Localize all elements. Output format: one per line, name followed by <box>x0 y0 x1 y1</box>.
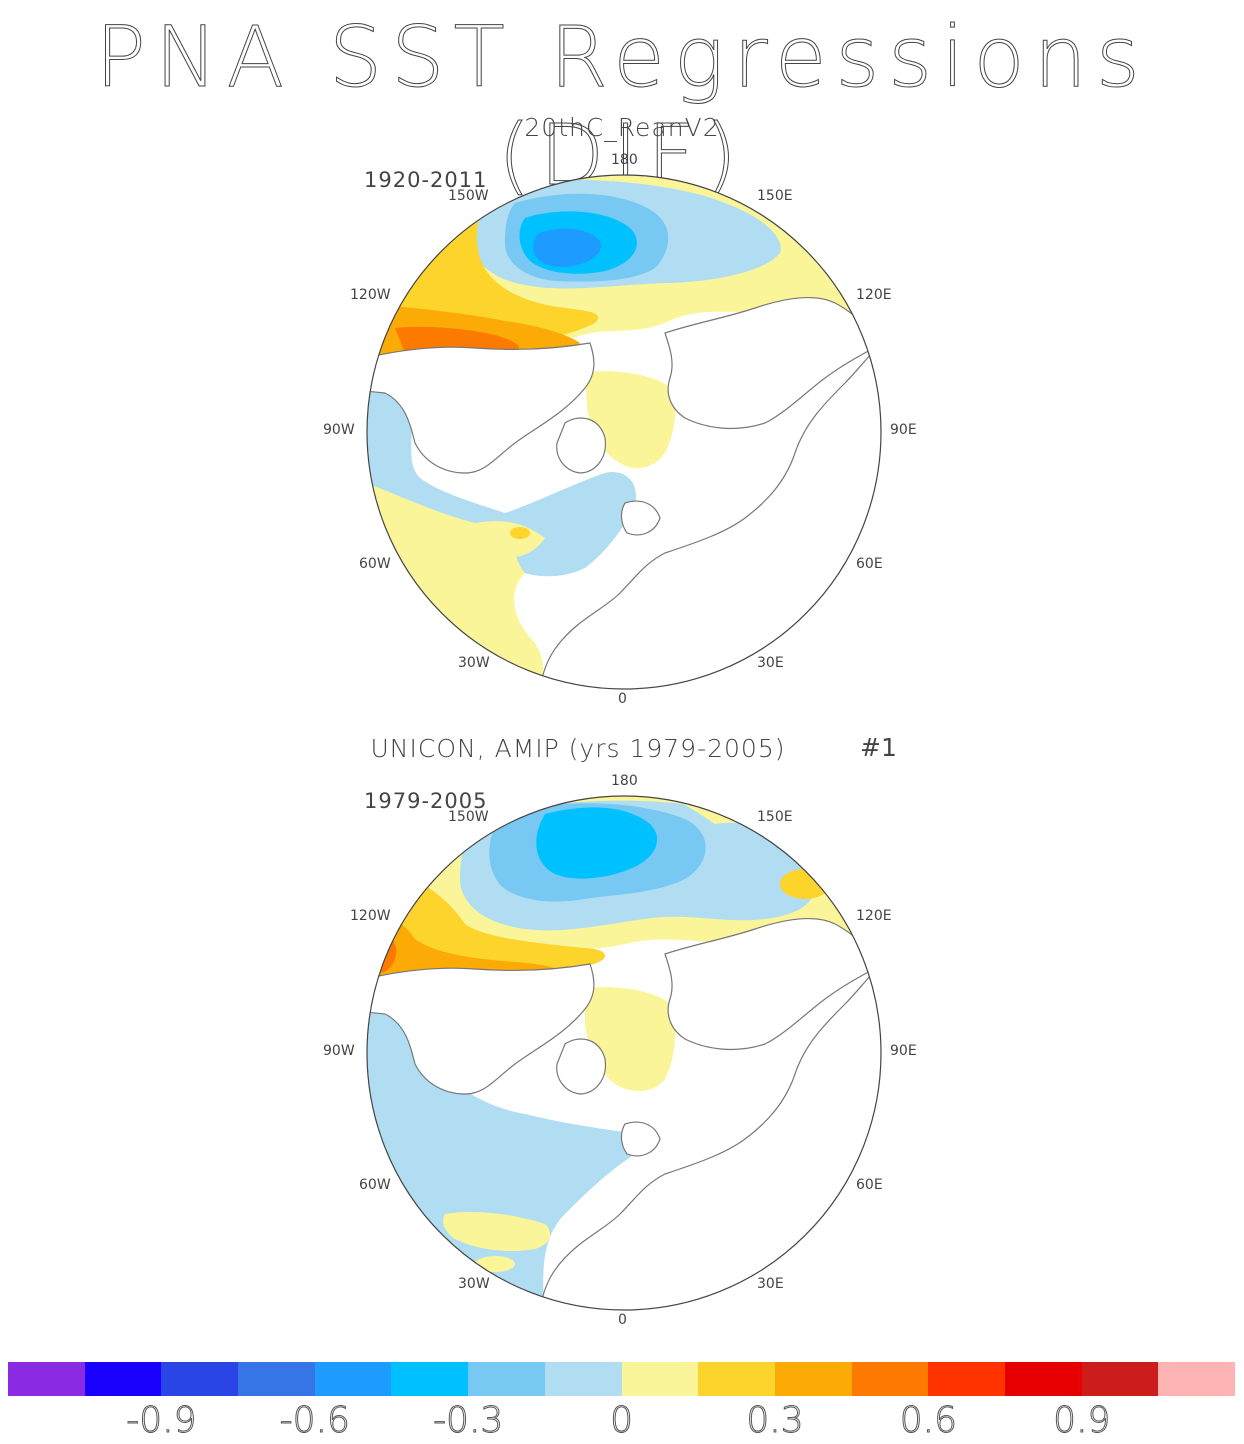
lon-label: 150W <box>448 188 489 204</box>
panel-2-period: 1979-2005 <box>364 789 488 813</box>
colorbar-cell <box>238 1362 315 1396</box>
lon-label: 120E <box>856 908 892 924</box>
colorbar-tick-label: -0.9 <box>126 1400 197 1442</box>
colorbar-cell <box>621 1362 699 1396</box>
lon-label: 90E <box>890 1043 917 1059</box>
lon-label: 60W <box>359 1177 391 1193</box>
colorbar-cell <box>391 1362 469 1396</box>
lon-label: 0 <box>618 1312 627 1328</box>
colorbar-cell <box>698 1362 775 1396</box>
colorbar-tick-label: 0.3 <box>746 1400 804 1442</box>
ensemble-marker: #1 <box>860 733 897 762</box>
polar-map-panel-1 <box>366 174 882 690</box>
lon-label: 0 <box>618 691 627 707</box>
colorbar-labels: -0.9 -0.6 -0.3 0 0.3 0.6 0.9 <box>0 1400 1244 1444</box>
lon-label: 150E <box>757 809 793 825</box>
colorbar-cell <box>774 1362 852 1396</box>
lon-label: 120W <box>350 287 391 303</box>
colorbar-cell <box>8 1362 85 1396</box>
lon-label: 180 <box>611 152 638 168</box>
lon-label: 90W <box>323 1043 355 1059</box>
colorbar-cell <box>928 1362 1005 1396</box>
colorbar-cell <box>1004 1362 1082 1396</box>
lon-label: 30E <box>757 1276 784 1292</box>
colorbar-tick-label: -0.3 <box>433 1400 504 1442</box>
panel-1-title: 20thC_ReanV2 <box>524 113 720 142</box>
colorbar-cell <box>314 1362 392 1396</box>
polar-map-panel-2 <box>366 795 882 1311</box>
lon-label: 60E <box>856 1177 883 1193</box>
panel-1-period: 1920-2011 <box>364 168 488 192</box>
lon-label: 150E <box>757 188 793 204</box>
lon-label: 180 <box>611 773 638 789</box>
lon-label: 30W <box>458 655 490 671</box>
lon-label: 30E <box>757 655 784 671</box>
colorbar-tick-label: 0 <box>610 1400 634 1442</box>
colorbar-cell <box>851 1362 929 1396</box>
colorbar-tick-label: 0.9 <box>1053 1400 1111 1442</box>
lon-label: 30W <box>458 1276 490 1292</box>
colorbar-cell <box>544 1362 622 1396</box>
colorbar-tick-label: 0.6 <box>899 1400 958 1442</box>
colorbar-cell <box>1158 1362 1235 1396</box>
lon-label: 120E <box>856 287 892 303</box>
lon-label: 150W <box>448 809 489 825</box>
colorbar-cell <box>161 1362 239 1396</box>
lon-label: 60E <box>856 556 883 572</box>
lon-label: 90W <box>323 422 355 438</box>
colorbar <box>8 1362 1235 1396</box>
lon-label: 120W <box>350 908 391 924</box>
colorbar-tick-label: -0.6 <box>279 1400 350 1442</box>
lon-label: 90E <box>890 422 917 438</box>
panel-2-title: UNICON, AMIP (yrs 1979-2005) <box>370 734 786 763</box>
lon-label: 60W <box>359 556 391 572</box>
colorbar-cell <box>468 1362 545 1396</box>
colorbar-cell <box>1081 1362 1159 1396</box>
colorbar-cell <box>84 1362 162 1396</box>
figure-title: PNA SST Regressions (DJF) <box>95 8 1149 205</box>
